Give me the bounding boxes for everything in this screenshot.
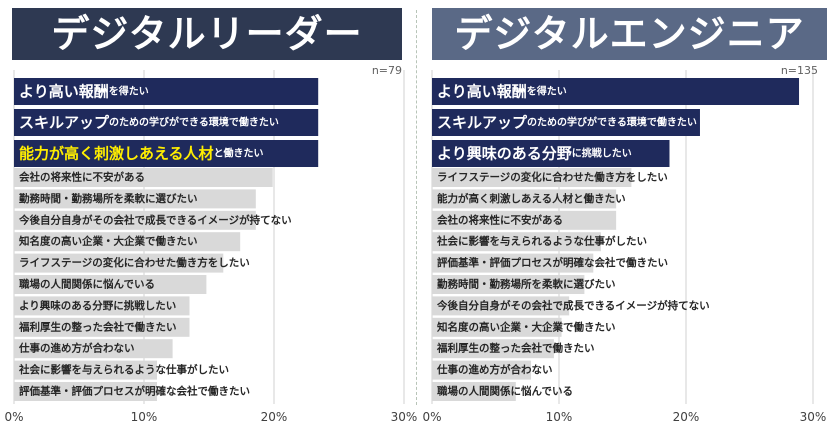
bar [14, 275, 207, 294]
bar-label: 能力が高く刺激しあえる人材と働きたい [19, 145, 264, 163]
chart-title-digital-engineer: デジタルエンジニア [432, 8, 827, 60]
bar-label: 仕事の進め方が合わない [18, 342, 135, 355]
bar [432, 339, 554, 359]
bar-label: 会社の将来性に不安がある [19, 171, 145, 184]
x-tick-label: 0% [4, 410, 23, 424]
bar-label: ライフステージの変化に合わせた働き方をしたい [437, 171, 668, 184]
bar-label: 評価基準・評価プロセスが明確な会社で働きたい [19, 385, 250, 398]
chart-title-digital-leader: デジタルリーダー [12, 8, 402, 60]
x-tick-label: 10% [131, 410, 158, 424]
x-tick-label: 30% [800, 410, 827, 424]
x-tick-label: 20% [261, 410, 288, 424]
bar [432, 109, 700, 136]
bar [432, 168, 632, 187]
bar [14, 210, 256, 230]
bar [14, 339, 173, 359]
bar-label: 知名度の高い企業・大企業で働きたい [437, 320, 616, 333]
bar [432, 382, 516, 401]
bar-label: スキルアップのための学びができる環境で働きたい [437, 114, 697, 132]
bar [14, 360, 157, 380]
bar-label: 社会に影響を与えられるような仕事がしたい [18, 363, 229, 376]
bar-label: 勤務時間・勤務場所を柔軟に選びたい [19, 192, 198, 205]
bar [432, 232, 601, 252]
bar [14, 189, 256, 209]
bar-label: より興味のある分野に挑戦したい [19, 299, 176, 312]
bar [432, 210, 617, 230]
x-tick-label: 10% [546, 410, 573, 424]
bar-label: 知名度の高い企業・大企業で働きたい [19, 235, 198, 248]
bar-label: 会社の将来性に不安がある [437, 213, 563, 226]
bar [14, 140, 319, 167]
bar-label: 職場の人間関係に悩んでいる [19, 278, 155, 291]
bar-label: 今後自分自身がその会社で成長できるイメージが持てない [436, 299, 710, 312]
panel-divider [416, 10, 417, 405]
bar [14, 382, 157, 401]
bar [432, 317, 562, 337]
bar-label: 仕事の進め方が合わない [436, 363, 553, 376]
bar-label: 社会に影響を与えられるような仕事がしたい [436, 235, 647, 248]
bar [14, 296, 190, 316]
bar [432, 275, 585, 294]
bar [14, 253, 224, 273]
bar [14, 232, 241, 252]
chart-leader: 0% 10% 20% 30% n=79 より高い報酬を得たいスキルアップのための学びができ… [4, 64, 417, 424]
bar-label: より興味のある分野に挑戦したい [437, 145, 632, 163]
bar-label: より高い報酬を得たい [19, 83, 149, 101]
x-tick-label: 0% [422, 410, 441, 424]
sample-size-label: n=79 [372, 64, 402, 77]
bar-label: 勤務時間・勤務場所を柔軟に選びたい [437, 278, 616, 291]
bar [432, 140, 670, 167]
chart-engineer: 0% 10% 20% 30% n=135 より高い報酬を得たいスキルアップのための学びがで… [422, 64, 826, 424]
bar-label: ライフステージの変化に合わせた働き方をしたい [19, 256, 250, 269]
bar [14, 317, 190, 337]
bar [432, 360, 532, 380]
bar [432, 253, 594, 273]
bar-label: 福利厚生の整った会社で働きたい [436, 342, 595, 355]
bar-label: より高い報酬を得たい [437, 83, 567, 101]
bar [432, 189, 617, 209]
bar-label: 今後自分自身がその会社で成長できるイメージが持てない [18, 213, 292, 226]
bar [14, 78, 319, 105]
bar-label: 能力が高く刺激しあえる人材と働きたい [437, 192, 626, 205]
bar-label: スキルアップのための学びができる環境で働きたい [19, 114, 279, 132]
bar [432, 78, 800, 105]
bar [14, 109, 319, 136]
sample-size-label: n=135 [781, 64, 818, 77]
x-tick-label: 30% [391, 410, 418, 424]
bar-label: 福利厚生の整った会社で働きたい [18, 320, 177, 333]
bar [14, 168, 273, 187]
bar-label: 職場の人間関係に悩んでいる [437, 385, 573, 398]
bar-label: 評価基準・評価プロセスが明確な会社で働きたい [437, 256, 668, 269]
x-tick-label: 20% [673, 410, 700, 424]
bar [432, 296, 570, 316]
